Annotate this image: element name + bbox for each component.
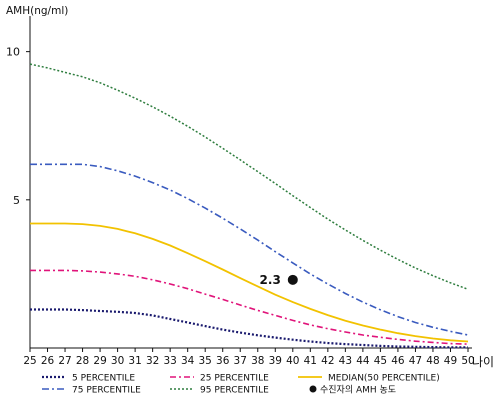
legend-point-swatch <box>309 385 317 393</box>
legend-label-3: 75 PERCENTILE <box>72 386 141 396</box>
y-tick-label: 10 <box>6 46 20 59</box>
legend: 5 PERCENTILE 25 PERCENTILE MEDIAN(50 PERCE… <box>42 374 440 396</box>
y-axis-label: AMH(ng/ml) <box>6 5 68 17</box>
x-tick-label: 28 <box>76 355 89 367</box>
x-tick-label: 31 <box>128 355 141 367</box>
x-tick-label: 27 <box>58 355 71 367</box>
series-line-0 <box>30 308 468 349</box>
legend-label-1: 25 PERCENTILE <box>200 374 269 384</box>
x-tick-label: 49 <box>444 355 457 367</box>
x-axis-label: 나이 <box>472 355 494 369</box>
x-tick-label: 46 <box>391 355 405 367</box>
x-tick-label: 25 <box>23 355 36 367</box>
x-tick-label: 39 <box>269 355 282 367</box>
x-tick-label: 32 <box>146 355 159 367</box>
y-ticks: 5 10 <box>6 46 30 207</box>
x-tick-label: 47 <box>409 355 422 367</box>
x-tick-label: 37 <box>234 355 247 367</box>
series-line-1 <box>30 269 469 345</box>
series-line-3 <box>30 163 469 336</box>
x-tick-label: 50 <box>461 355 474 367</box>
legend-point-label: 수진자의 AMH 농도 <box>320 385 396 396</box>
x-tick-label: 48 <box>426 355 439 367</box>
patient-point <box>287 274 298 285</box>
x-tick-label: 44 <box>356 355 370 367</box>
legend-label-2: MEDIAN(50 PERCENTILE) <box>328 374 440 384</box>
x-tick-label: 35 <box>199 355 212 367</box>
legend-label-4: 95 PERCENTILE <box>200 386 269 396</box>
x-tick-label: 45 <box>374 355 387 367</box>
patient-marker: 2.3 <box>260 273 298 287</box>
x-tick-label: 40 <box>286 355 299 367</box>
x-tick-label: 38 <box>251 355 264 367</box>
x-tick-label: 41 <box>304 355 317 367</box>
legend-label-0: 5 PERCENTILE <box>72 374 135 384</box>
x-tick-label: 29 <box>93 355 106 367</box>
x-tick-label: 36 <box>216 355 230 367</box>
y-tick-label: 5 <box>13 194 20 207</box>
x-tick-label: 43 <box>339 355 352 367</box>
x-tick-label: 26 <box>41 355 55 367</box>
x-tick-label: 30 <box>111 355 124 367</box>
series-line-4 <box>29 63 469 291</box>
x-ticks: 25 26 27 28 29 30 31 32 33 34 35 36 37 38 39 40 41 42 43 44… <box>23 348 475 367</box>
x-tick-label: 34 <box>181 355 195 367</box>
series-lines <box>29 63 469 349</box>
patient-point-label: 2.3 <box>260 273 281 287</box>
series-line-2 <box>30 222 469 343</box>
axes <box>29 16 472 349</box>
x-tick-label: 33 <box>163 355 176 367</box>
x-tick-label: 42 <box>321 355 334 367</box>
